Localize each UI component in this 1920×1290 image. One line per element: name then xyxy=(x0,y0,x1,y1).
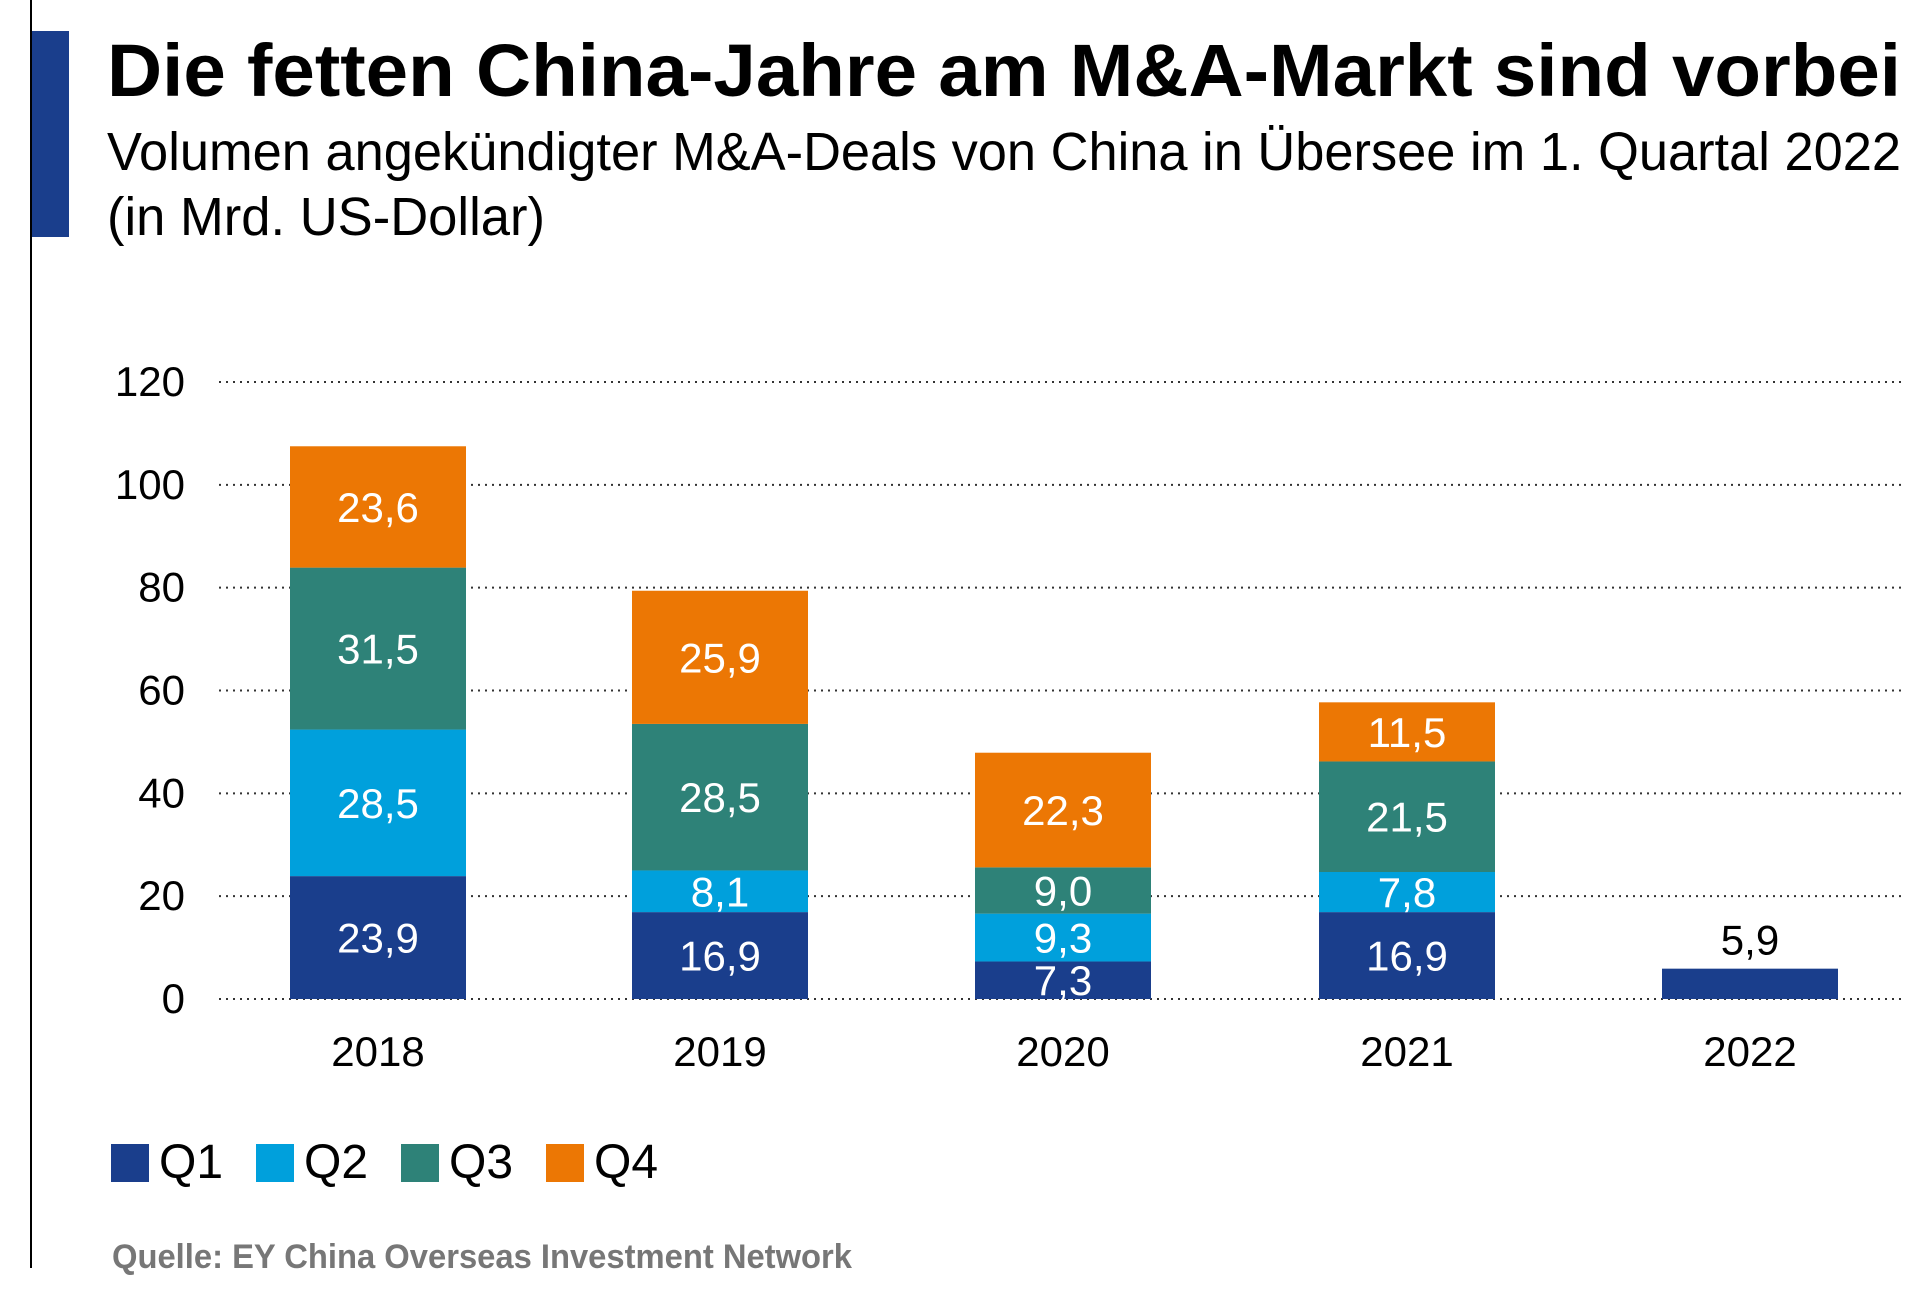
y-tick-label: 0 xyxy=(162,975,185,1022)
chart-subtitle: Volumen angekündigter M&A-Deals von Chin… xyxy=(107,122,1901,182)
legend: Q1 Q2 Q3 Q4 xyxy=(111,1136,658,1189)
data-label: 16,9 xyxy=(679,933,761,980)
y-axis: 0 20 40 60 80 100 120 xyxy=(115,358,185,1022)
y-tick-label: 100 xyxy=(115,461,185,508)
data-label: 7,3 xyxy=(1034,957,1092,1004)
x-tick-label: 2022 xyxy=(1703,1028,1796,1075)
bar-2018-Q2 xyxy=(290,729,466,877)
x-tick-label: 2019 xyxy=(673,1028,766,1075)
data-label: 16,9 xyxy=(1366,933,1448,980)
data-label: 9,3 xyxy=(1034,915,1092,962)
y-tick-label: 40 xyxy=(138,769,185,816)
accent-bar xyxy=(31,31,69,237)
data-label: 11,5 xyxy=(1368,709,1447,756)
y-tick-label: 120 xyxy=(115,358,185,405)
bar-2019-Q4 xyxy=(632,590,808,724)
bar-2020-Q2 xyxy=(975,913,1151,962)
bar-2019-Q1 xyxy=(632,912,808,999)
legend-label: Q4 xyxy=(594,1136,658,1189)
legend-label: Q1 xyxy=(159,1136,223,1189)
data-label: 31,5 xyxy=(337,626,419,673)
data-label: 7,8 xyxy=(1378,869,1436,916)
chart-title: Die fetten China-Jahre am M&A-Markt sind… xyxy=(107,29,1901,112)
bar-2018-Q4 xyxy=(290,446,466,568)
chart-unit: (in Mrd. US-Dollar) xyxy=(107,187,545,247)
y-tick-label: 80 xyxy=(138,564,185,611)
bar-2018-Q3 xyxy=(290,567,466,730)
y-tick-label: 60 xyxy=(138,667,185,714)
data-label: 28,5 xyxy=(679,774,761,821)
bar-2019-Q3 xyxy=(632,723,808,871)
data-label: 25,9 xyxy=(679,634,761,681)
bar-2020-Q1 xyxy=(975,961,1151,999)
bar-2019-Q2 xyxy=(632,870,808,913)
data-label: 21,5 xyxy=(1366,794,1448,841)
x-axis: 2018 2019 2020 2021 2022 xyxy=(331,1028,1796,1075)
bars: 23,9 28,5 31,5 23,6 16,9 8,1 28,5 25,9 7,39,39,0… xyxy=(290,446,1838,1004)
x-tick-label: 2018 xyxy=(331,1028,424,1075)
data-label: 5,9 xyxy=(1721,917,1779,964)
data-label: 9,0 xyxy=(1034,868,1092,915)
source-note: Quelle: EY China Overseas Investment Net… xyxy=(112,1238,852,1276)
data-label: 22,3 xyxy=(1022,787,1104,834)
bar-2020-Q4 xyxy=(975,752,1151,868)
bar-2021-Q4 xyxy=(1319,702,1495,762)
bar-2020-Q3 xyxy=(975,867,1151,914)
data-label: 23,9 xyxy=(337,915,419,962)
legend-label: Q2 xyxy=(304,1136,368,1189)
legend-swatch-Q3 xyxy=(401,1144,439,1182)
bar-2021-Q1 xyxy=(1319,912,1495,999)
bar-2018-Q1 xyxy=(290,876,466,999)
y-tick-label: 20 xyxy=(138,872,185,919)
bar-2021-Q2 xyxy=(1319,872,1495,913)
legend-swatch-Q1 xyxy=(111,1144,149,1182)
bar-2021-Q3 xyxy=(1319,761,1495,873)
data-label: 28,5 xyxy=(337,780,419,827)
legend-swatch-Q4 xyxy=(546,1144,584,1182)
legend-swatch-Q2 xyxy=(256,1144,294,1182)
x-tick-label: 2021 xyxy=(1360,1028,1453,1075)
data-label: 23,6 xyxy=(337,484,419,531)
x-tick-label: 2020 xyxy=(1016,1028,1109,1075)
bar-2022-Q1 xyxy=(1662,968,1838,999)
data-label: 8,1 xyxy=(691,868,749,915)
legend-label: Q3 xyxy=(449,1136,513,1189)
